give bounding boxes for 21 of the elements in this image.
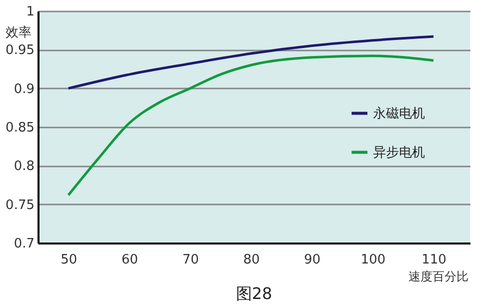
y-tick-label: 0.85 <box>6 120 34 136</box>
x-axis-title: 速度百分比 <box>408 270 468 284</box>
x-tick-label: 60 <box>121 252 138 268</box>
caption: 图28 <box>236 284 272 303</box>
y-tick-label: 0.8 <box>14 159 34 174</box>
legend-label: 永磁电机 <box>373 105 425 122</box>
x-tick-label: 110 <box>422 252 446 268</box>
y-axis-title: 效率 <box>6 24 32 40</box>
x-tick-label: 70 <box>182 252 199 268</box>
line-series <box>67 54 435 196</box>
x-tick-label: 100 <box>360 252 386 268</box>
legend-label: 异步电机 <box>373 145 425 160</box>
y-tick-label: 0.75 <box>6 198 34 213</box>
line-series <box>67 35 435 90</box>
y-tick-label: 0.95 <box>6 43 34 58</box>
y-tick-label: 0.7 <box>14 236 34 252</box>
x-tick-label: 80 <box>243 252 260 268</box>
y-tick-label: 0.9 <box>14 82 34 97</box>
y-tick-label: 1 <box>26 4 34 20</box>
x-tick-label: 90 <box>304 252 321 268</box>
x-tick-label: 50 <box>60 252 78 268</box>
